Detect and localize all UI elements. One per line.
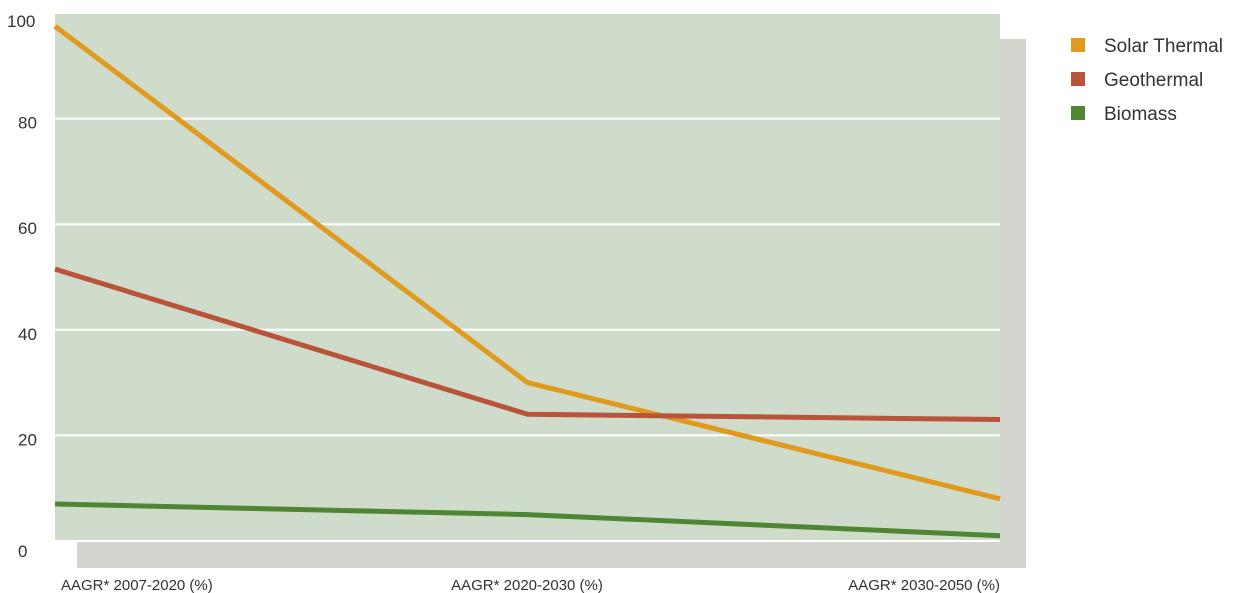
x-category-label: AAGR* 2030-2050 (%) bbox=[848, 577, 1000, 593]
legend-label-solar-thermal: Solar Thermal bbox=[1104, 36, 1223, 57]
legend-swatch-biomass bbox=[1071, 106, 1085, 120]
y-axis: 0 20 40 60 80 100 bbox=[7, 12, 37, 561]
series-lines bbox=[53, 24, 1001, 539]
y-tick-label-20: 20 bbox=[18, 430, 37, 449]
series-line-biomass bbox=[54, 501, 1001, 539]
y-tick-label-40: 40 bbox=[18, 325, 37, 344]
gridlines bbox=[55, 12, 1000, 542]
legend-label-geothermal: Geothermal bbox=[1104, 70, 1203, 91]
legend-label-biomass: Biomass bbox=[1104, 104, 1177, 125]
legend-swatch-solar-thermal bbox=[1071, 38, 1085, 52]
y-tick-label-100: 100 bbox=[7, 12, 35, 31]
x-category-label: AAGR* 2020-2030 (%) bbox=[451, 577, 603, 593]
y-tick-label-60: 60 bbox=[18, 219, 37, 238]
legend-swatch-geothermal bbox=[1071, 72, 1085, 86]
plot-background bbox=[55, 13, 1000, 541]
y-tick-label-0: 0 bbox=[18, 542, 27, 561]
series-line-geothermal bbox=[54, 266, 1001, 423]
series-line-solar-thermal bbox=[53, 24, 1001, 502]
x-category-label: AAGR* 2007-2020 (%) bbox=[61, 577, 213, 593]
legend: Solar Thermal Geothermal Biomass bbox=[1071, 36, 1223, 125]
x-axis: AAGR* 2007-2020 (%) AAGR* 2020-2030 (%) AA… bbox=[61, 577, 1000, 593]
y-tick-label-80: 80 bbox=[18, 114, 37, 133]
